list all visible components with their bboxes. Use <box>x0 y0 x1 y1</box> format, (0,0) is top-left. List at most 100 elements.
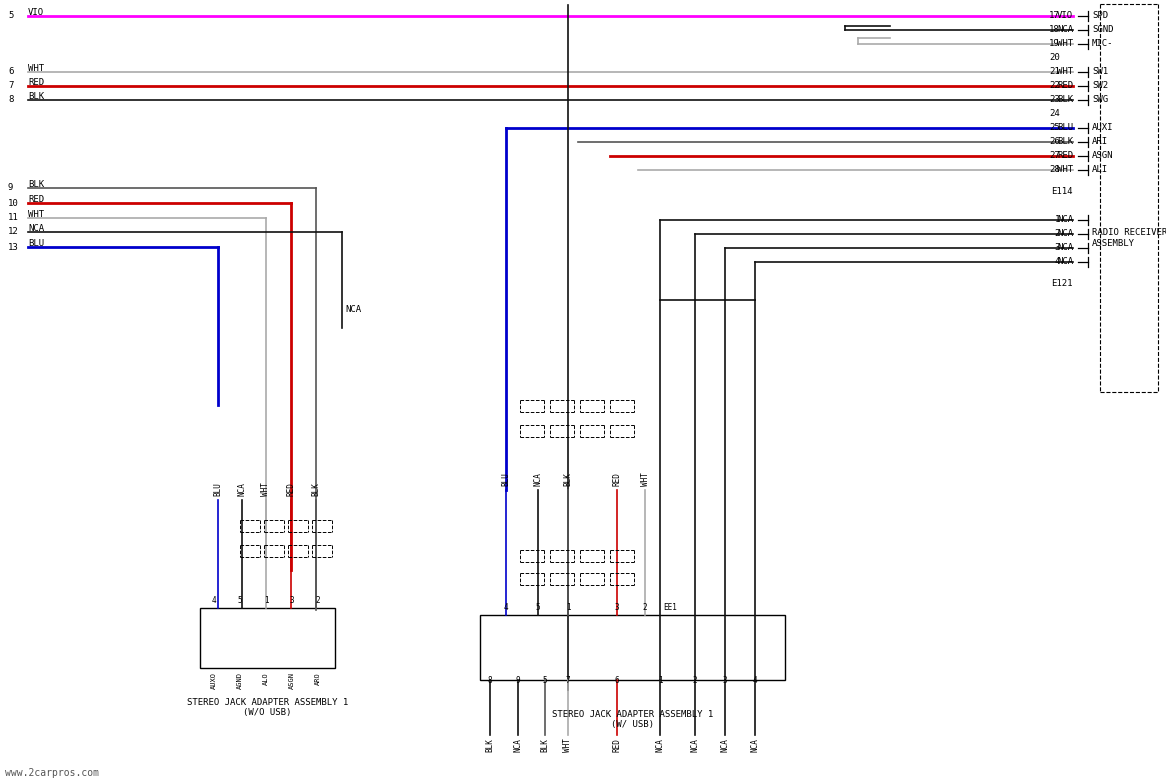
Text: 9: 9 <box>515 676 520 685</box>
Text: 3: 3 <box>1054 244 1060 252</box>
Text: SW2: SW2 <box>1093 81 1108 91</box>
Text: 2: 2 <box>1054 229 1060 239</box>
Text: 22: 22 <box>1049 81 1060 91</box>
Text: BLU: BLU <box>213 482 223 496</box>
Text: NCA: NCA <box>534 472 542 486</box>
Text: 1: 1 <box>1054 215 1060 225</box>
Text: 6: 6 <box>614 676 619 685</box>
Text: WHT: WHT <box>28 64 44 73</box>
Text: NCA: NCA <box>1056 26 1073 34</box>
Text: RED: RED <box>1056 81 1073 91</box>
Text: 3: 3 <box>723 676 728 685</box>
Text: 6: 6 <box>8 67 13 77</box>
Text: SPD: SPD <box>1093 12 1108 20</box>
Text: BLK: BLK <box>311 482 321 496</box>
Text: STEREO JACK ADAPTER ASSEMBLY 1
(W/O USB): STEREO JACK ADAPTER ASSEMBLY 1 (W/O USB) <box>187 698 349 717</box>
Bar <box>480 615 785 680</box>
Text: 8: 8 <box>8 96 13 104</box>
Text: 25: 25 <box>1049 124 1060 132</box>
Text: 11: 11 <box>8 214 19 222</box>
Text: WHT: WHT <box>1056 39 1073 49</box>
Text: 3: 3 <box>614 603 619 612</box>
Text: 8: 8 <box>487 676 492 685</box>
Text: VIO: VIO <box>28 8 44 17</box>
Text: RED: RED <box>612 472 621 486</box>
Bar <box>201 608 335 668</box>
Text: NCA: NCA <box>751 738 759 752</box>
Text: SW1: SW1 <box>1093 67 1108 77</box>
Text: www.2carpros.com: www.2carpros.com <box>5 768 99 778</box>
Text: BLK: BLK <box>485 738 494 752</box>
Text: NCA: NCA <box>1056 244 1073 252</box>
Text: ASGN: ASGN <box>1093 151 1114 161</box>
Text: NCA: NCA <box>1056 258 1073 266</box>
Text: NCA: NCA <box>1056 215 1073 225</box>
Text: RADIO RECEIVER
ASSEMBLY: RADIO RECEIVER ASSEMBLY <box>1093 229 1166 247</box>
Text: BLU: BLU <box>28 239 44 248</box>
Text: NCA: NCA <box>345 305 361 315</box>
Text: 5: 5 <box>542 676 547 685</box>
Text: 28: 28 <box>1049 165 1060 175</box>
Text: 1: 1 <box>658 676 662 685</box>
Text: E121: E121 <box>1052 279 1073 288</box>
Text: 19: 19 <box>1049 39 1060 49</box>
Text: RED: RED <box>28 195 44 204</box>
Text: BLU: BLU <box>501 472 511 486</box>
Text: WHT: WHT <box>563 738 573 752</box>
Text: NCA: NCA <box>1056 229 1073 239</box>
Text: 1: 1 <box>566 603 570 612</box>
Text: ARI: ARI <box>1093 138 1108 146</box>
Text: WHT: WHT <box>28 210 44 219</box>
Text: ARO: ARO <box>315 672 321 685</box>
Text: 18: 18 <box>1049 26 1060 34</box>
Text: 4: 4 <box>212 596 217 605</box>
Text: RED: RED <box>1056 151 1073 161</box>
Text: 27: 27 <box>1049 151 1060 161</box>
Text: NCA: NCA <box>28 224 44 233</box>
Text: NCA: NCA <box>655 738 665 752</box>
Text: 3: 3 <box>289 596 294 605</box>
Text: 5: 5 <box>238 596 243 605</box>
Text: WHT: WHT <box>1056 165 1073 175</box>
Text: RED: RED <box>287 482 295 496</box>
Text: NCA: NCA <box>721 738 730 752</box>
Text: E114: E114 <box>1052 187 1073 196</box>
Text: AUXI: AUXI <box>1093 124 1114 132</box>
Text: ASGN: ASGN <box>289 672 295 689</box>
Text: NCA: NCA <box>513 738 522 752</box>
Text: 4: 4 <box>504 603 508 612</box>
Text: ALI: ALI <box>1093 165 1108 175</box>
Text: 2: 2 <box>693 676 697 685</box>
Text: VIO: VIO <box>1056 12 1073 20</box>
Text: AUXO: AUXO <box>211 672 217 689</box>
Text: 10: 10 <box>8 199 19 207</box>
Text: BLU: BLU <box>1056 124 1073 132</box>
Text: 7: 7 <box>8 81 13 91</box>
Text: NCA: NCA <box>690 738 700 752</box>
Text: RED: RED <box>28 78 44 87</box>
Text: 24: 24 <box>1049 110 1060 118</box>
Text: 5: 5 <box>535 603 540 612</box>
Text: 20: 20 <box>1049 53 1060 63</box>
Text: BLK: BLK <box>1056 138 1073 146</box>
Text: BLK: BLK <box>28 92 44 101</box>
Text: 17: 17 <box>1049 12 1060 20</box>
Text: 21: 21 <box>1049 67 1060 77</box>
Text: 4: 4 <box>753 676 757 685</box>
Text: 7: 7 <box>566 676 570 685</box>
Text: BLK: BLK <box>563 472 573 486</box>
Text: NCA: NCA <box>238 482 246 496</box>
Text: BLK: BLK <box>1056 96 1073 104</box>
Text: EE1: EE1 <box>663 603 677 612</box>
Text: 5: 5 <box>8 12 13 20</box>
Text: WHT: WHT <box>640 472 649 486</box>
Text: SWG: SWG <box>1093 96 1108 104</box>
Text: MIC-: MIC- <box>1093 39 1114 49</box>
Text: SGND: SGND <box>1093 26 1114 34</box>
Text: STEREO JACK ADAPTER ASSEMBLY 1
(W/ USB): STEREO JACK ADAPTER ASSEMBLY 1 (W/ USB) <box>552 710 714 730</box>
Text: 2: 2 <box>642 603 647 612</box>
Text: 26: 26 <box>1049 138 1060 146</box>
Text: 23: 23 <box>1049 96 1060 104</box>
Text: WHT: WHT <box>261 482 271 496</box>
Text: BLK: BLK <box>28 180 44 189</box>
